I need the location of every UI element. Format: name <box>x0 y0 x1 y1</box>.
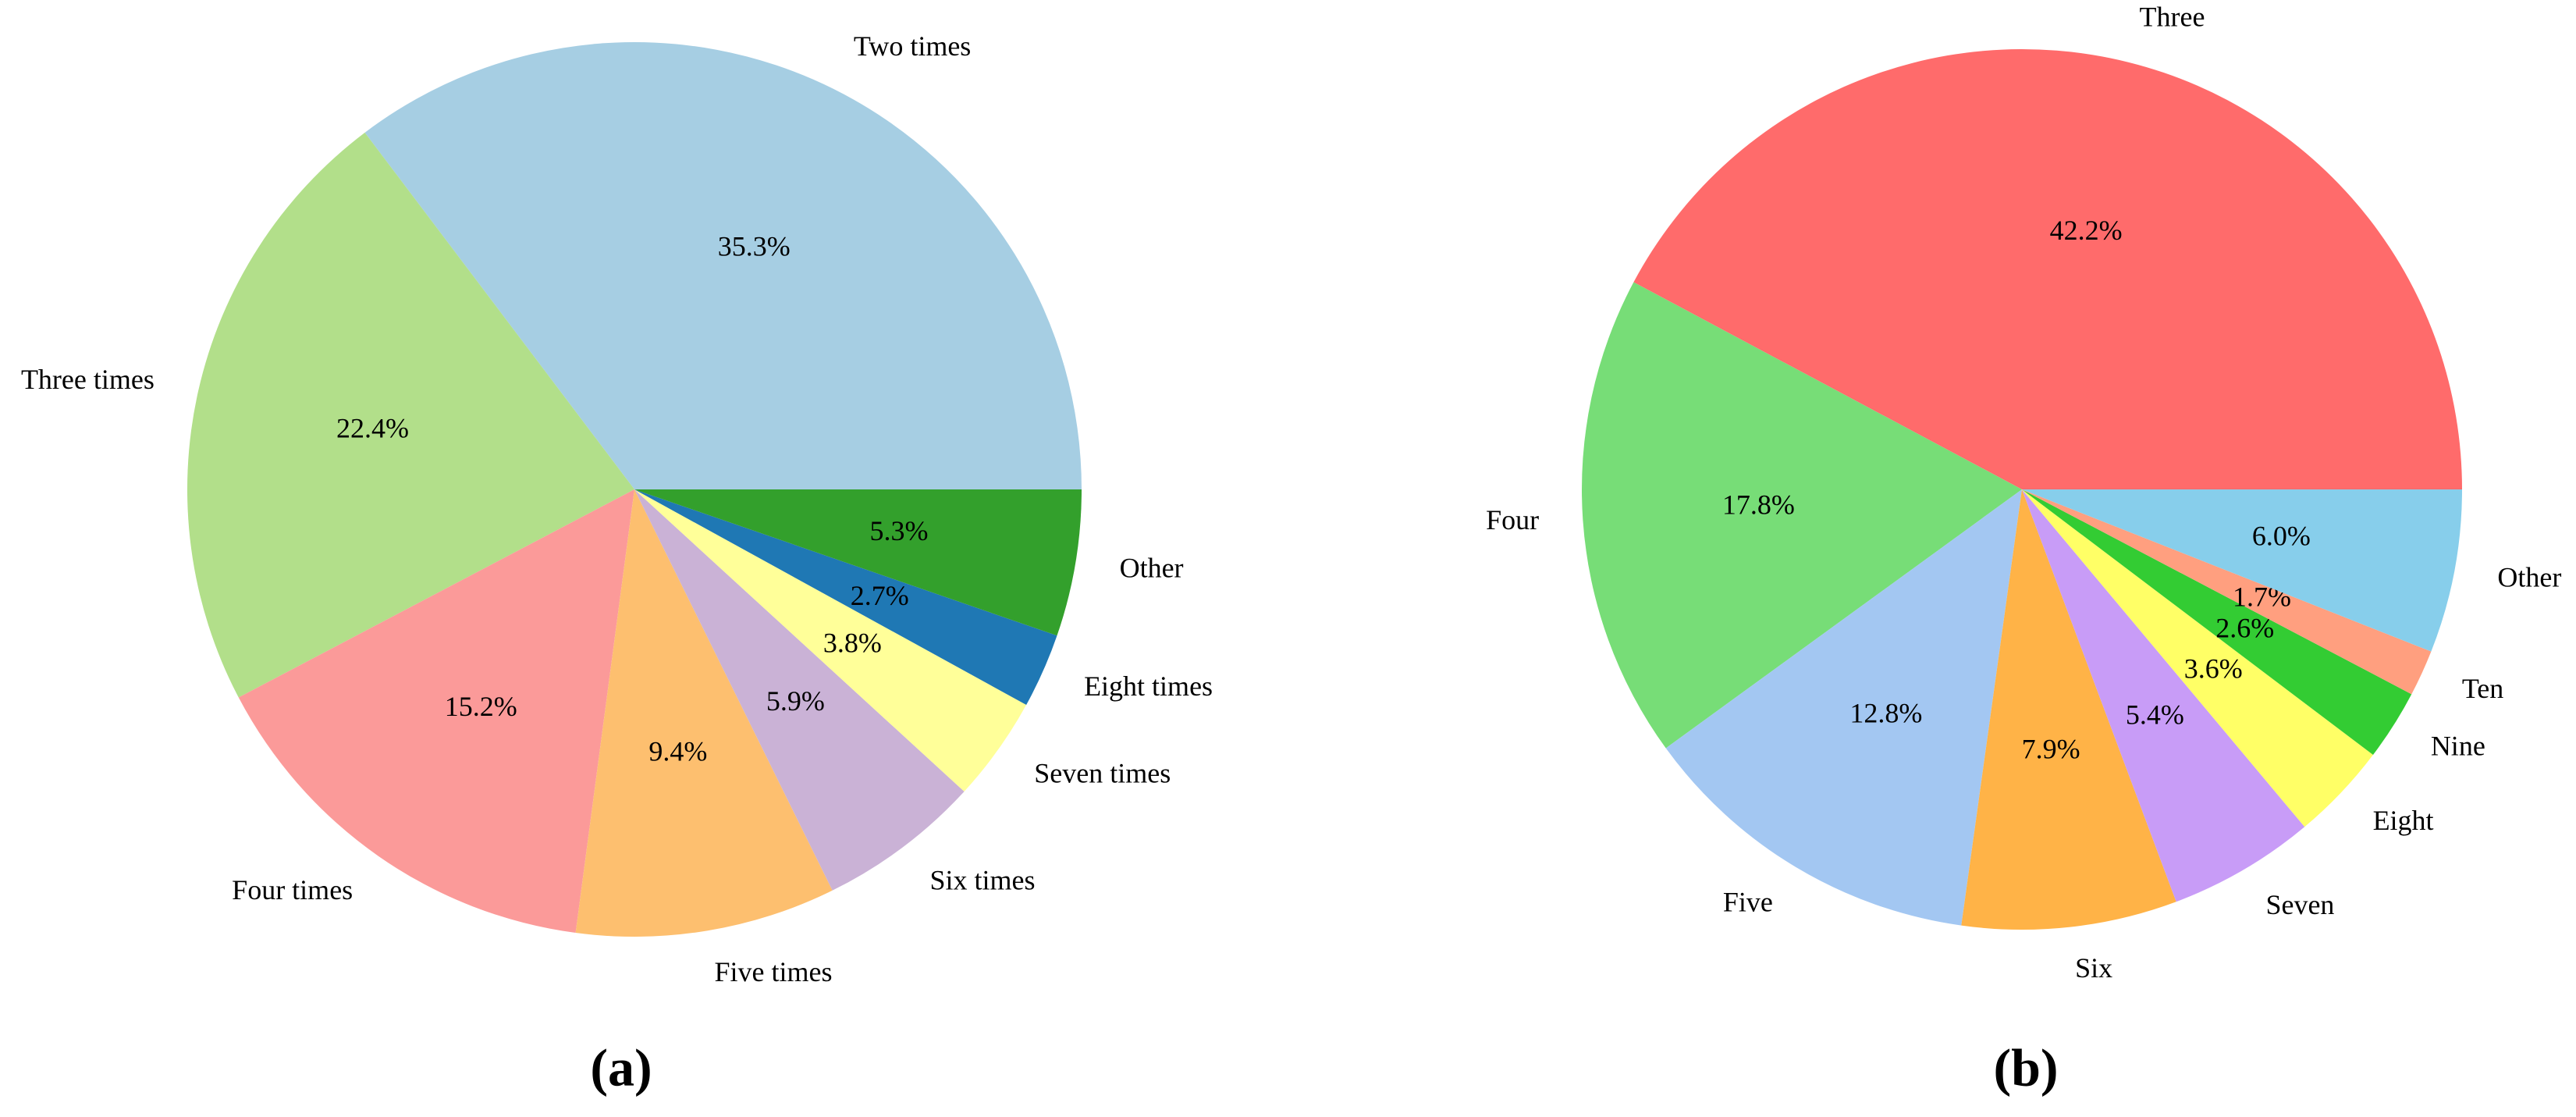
slice-label: Ten <box>2462 673 2503 704</box>
pie-slice <box>1633 49 2462 489</box>
value-label: 5.4% <box>2126 699 2184 731</box>
pie-slice <box>634 489 1082 636</box>
pie-slice <box>2022 489 2305 902</box>
value-label: 9.4% <box>648 735 707 767</box>
value-label: 6.0% <box>2252 521 2311 552</box>
value-label: 7.9% <box>2022 734 2080 765</box>
slice-label: Eight <box>2373 805 2434 836</box>
caption: (a) <box>590 1038 652 1097</box>
pie-slice <box>2022 489 2462 652</box>
value-label: 3.8% <box>823 628 882 659</box>
slice-label: Eight times <box>1084 671 1213 702</box>
value-label: 12.8% <box>1849 697 1922 728</box>
slice-label: Six <box>2075 952 2112 984</box>
slice-label: Four <box>1486 504 1539 535</box>
pie-slice <box>634 489 1027 792</box>
pie-slice <box>2022 489 2373 827</box>
pie-slice <box>575 489 833 937</box>
value-label: 5.3% <box>870 515 929 546</box>
pie-slice <box>2022 489 2432 695</box>
pie-slice <box>634 489 965 891</box>
slice-label: Nine <box>2431 731 2485 762</box>
value-label: 42.2% <box>2050 215 2123 246</box>
pie-slice <box>238 489 634 934</box>
value-label: 5.9% <box>766 685 825 717</box>
pie-slice <box>187 132 635 698</box>
value-label: 35.3% <box>718 230 791 261</box>
slice-label: Two times <box>854 30 971 62</box>
pie-slice <box>2022 489 2412 756</box>
slice-label: Five times <box>715 956 833 987</box>
slice-label: Six times <box>929 864 1035 895</box>
value-label: 17.8% <box>1722 489 1795 521</box>
value-label: 2.7% <box>851 580 909 611</box>
pie-slice <box>1961 489 2176 930</box>
caption: (b) <box>1993 1038 2058 1097</box>
slice-label: Five <box>1723 886 1773 917</box>
value-label: 3.6% <box>2184 653 2243 684</box>
value-label: 22.4% <box>336 412 409 443</box>
slice-label: Seven <box>2265 889 2334 920</box>
slice-label: Other <box>2497 562 2561 593</box>
value-label: 15.2% <box>445 691 517 722</box>
value-label: 2.6% <box>2215 613 2274 644</box>
slice-label: Seven times <box>1034 758 1171 789</box>
pie-slice <box>1665 489 2022 926</box>
slice-label: Four times <box>232 874 353 905</box>
pie-slice <box>634 489 1057 706</box>
slice-label: Three <box>2140 1 2205 32</box>
pie-slice <box>364 41 1082 489</box>
slice-label: Three times <box>21 364 155 395</box>
slice-label: Other <box>1120 553 1184 584</box>
pie-slice <box>1581 282 2022 749</box>
